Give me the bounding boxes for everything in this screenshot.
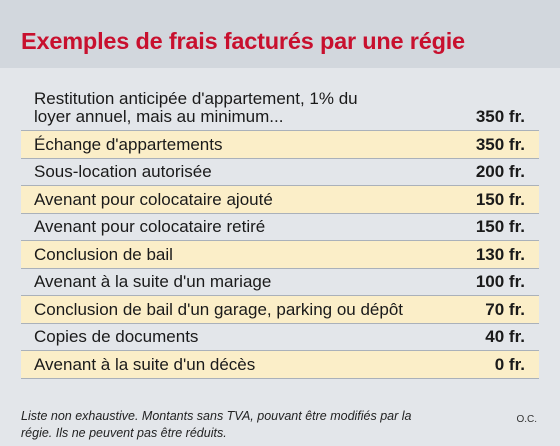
fee-label: Avenant à la suite d'un mariage [34, 272, 272, 291]
footnote: Liste non exhaustive. Montants sans TVA,… [21, 408, 412, 440]
table-row: Échange d'appartements 350 fr. [21, 131, 539, 159]
fee-amount: 350 fr. [475, 107, 525, 126]
table-row: Avenant à la suite d'un décès 0 fr. [21, 351, 539, 379]
fee-amount: 150 fr. [475, 189, 525, 209]
table-row: Copies de documents 40 fr. [21, 324, 539, 351]
fee-table: Restitution anticipée d'appartement, 1% … [21, 87, 539, 379]
fee-label: Avenant pour colocataire retiré [34, 217, 266, 236]
table-row: Conclusion de bail d'un garage, parking … [21, 296, 539, 324]
author-credit: O.C. [516, 414, 537, 425]
table-row: Avenant pour colocataire retiré 150 fr. [21, 214, 539, 241]
fee-label: Restitution anticipée d'appartement, 1% … [34, 89, 358, 126]
fee-amount: 350 fr. [475, 134, 525, 154]
fee-amount: 150 fr. [475, 217, 525, 236]
table-row: Restitution anticipée d'appartement, 1% … [21, 87, 539, 131]
fee-label: Conclusion de bail [34, 244, 173, 264]
fee-amount: 100 fr. [475, 272, 525, 291]
fee-amount: 200 fr. [475, 162, 525, 181]
table-row: Sous-location autorisée 200 fr. [21, 159, 539, 186]
table-row: Avenant pour colocataire ajouté 150 fr. [21, 186, 539, 214]
fee-amount: 40 fr. [485, 327, 525, 346]
fee-amount: 0 fr. [494, 354, 525, 374]
fee-label: Conclusion de bail d'un garage, parking … [34, 299, 404, 319]
table-row: Conclusion de bail 130 fr. [21, 241, 539, 269]
fee-label: Copies de documents [34, 327, 199, 346]
title-band: Exemples de frais facturés par une régie [0, 0, 560, 68]
fee-amount: 70 fr. [485, 299, 525, 319]
fee-label: Avenant à la suite d'un décès [34, 354, 256, 374]
fee-label: Avenant pour colocataire ajouté [34, 189, 273, 209]
fee-label: Échange d'appartements [34, 134, 223, 154]
fee-amount: 130 fr. [475, 244, 525, 264]
table-row: Avenant à la suite d'un mariage 100 fr. [21, 269, 539, 296]
page-title: Exemples de frais facturés par une régie [21, 28, 465, 54]
fee-label: Sous-location autorisée [34, 162, 212, 181]
